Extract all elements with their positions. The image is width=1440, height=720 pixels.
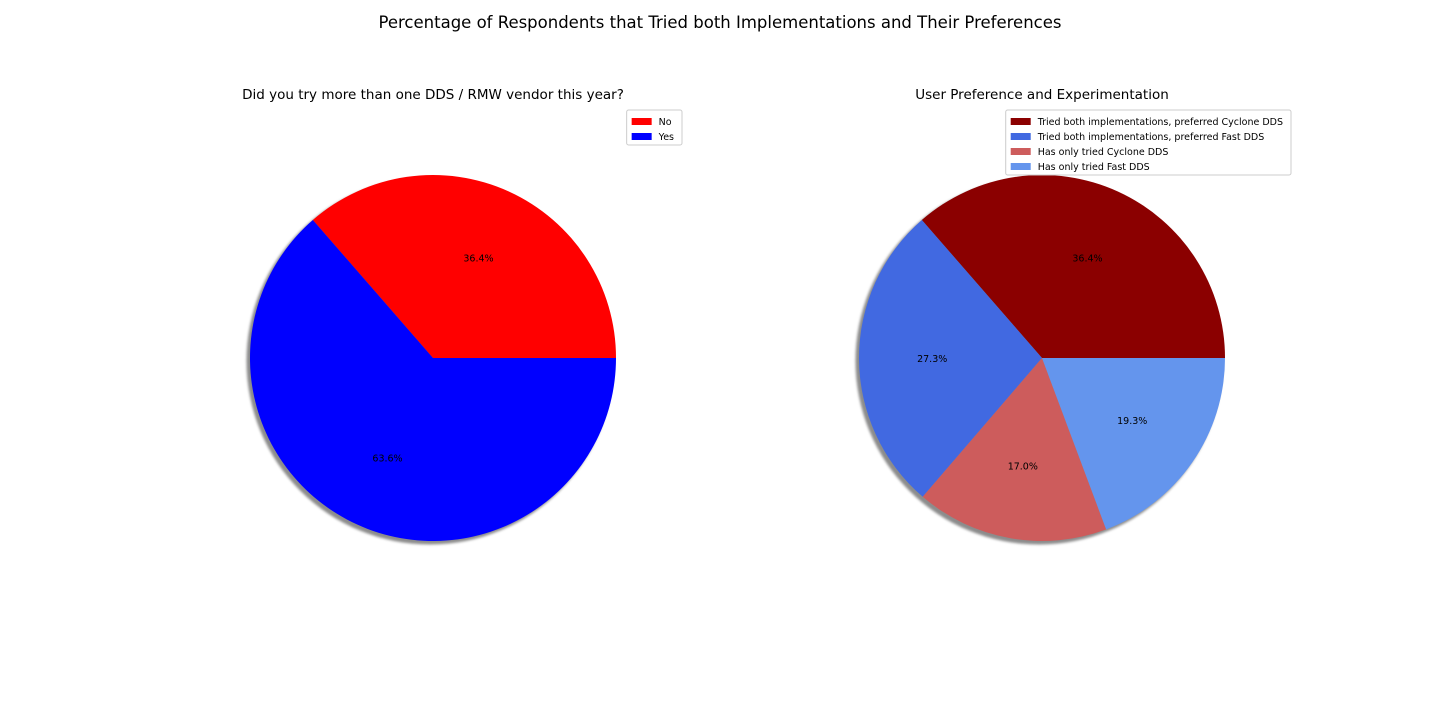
legend-label: Tried both implementations, preferred Cy… <box>1037 117 1283 128</box>
legend-swatch-tried-both-implementations-preferred-cyclone-dds <box>1010 118 1031 125</box>
legend-label: No <box>659 117 672 128</box>
pie-slice-tried-both-implementations-preferred-cyclone-dds <box>921 175 1225 358</box>
legend-swatch-has-only-tried-cyclone-dds <box>1010 148 1031 155</box>
pie-title: Did you try more than one DDS / RMW vend… <box>242 87 624 103</box>
figure-title: Percentage of Respondents that Tried bot… <box>379 13 1062 32</box>
pie-chart-user-preference: User Preference and Experimentation 36.4%… <box>855 87 1292 545</box>
legend-swatch-tried-both-implementations-preferred-fast-dds <box>1010 133 1031 140</box>
legend-swatch-has-only-tried-fast-dds <box>1010 163 1031 170</box>
legend-label: Has only tried Fast DDS <box>1038 162 1150 173</box>
legend-label: Tried both implementations, preferred Fa… <box>1037 132 1265 143</box>
legend-label: Has only tried Cyclone DDS <box>1038 147 1169 158</box>
pie-slice-has-only-tried-cyclone-dds <box>922 358 1107 541</box>
legend-swatch-no <box>631 118 652 125</box>
pie-slice-has-only-tried-fast-dds <box>1042 358 1225 530</box>
pie-slice-tried-both-implementations-preferred-fast-dds <box>858 219 1042 497</box>
pie-chart-vendor-trial: Did you try more than one DDS / RMW vend… <box>242 87 683 545</box>
pie-pct-label: 63.6% <box>372 453 402 464</box>
pie-pct-label: 36.4% <box>463 254 493 265</box>
legend-swatch-yes <box>631 133 652 140</box>
pie-legend: Tried both implementations, preferred Cy… <box>1005 109 1292 176</box>
pie-pct-label: 17.0% <box>1008 462 1038 473</box>
pie-title: User Preference and Experimentation <box>915 87 1169 103</box>
pie-pct-label: 36.4% <box>1072 254 1102 265</box>
pie-pct-label: 27.3% <box>917 354 947 365</box>
pie-legend: No Yes <box>626 109 683 146</box>
legend-label: Yes <box>658 132 674 143</box>
pie-slice-no <box>312 175 616 358</box>
pie-slice-yes <box>249 219 616 542</box>
legend-frame <box>1005 109 1292 176</box>
pie-pct-label: 19.3% <box>1117 416 1147 427</box>
